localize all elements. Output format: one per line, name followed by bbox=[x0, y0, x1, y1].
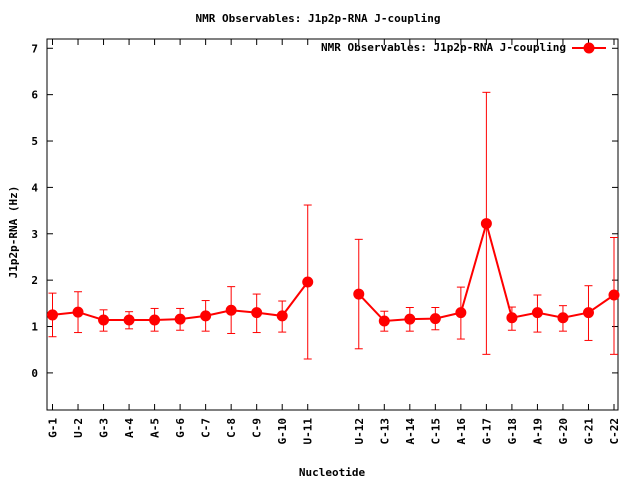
y-axis-label: J1p2p-RNA (Hz) bbox=[7, 186, 20, 279]
y-tick-label: 2 bbox=[31, 274, 38, 287]
x-tick-label: A-14 bbox=[404, 418, 417, 445]
x-tick-label: A-5 bbox=[149, 418, 162, 438]
x-tick-label: A-4 bbox=[123, 418, 136, 438]
data-point bbox=[149, 314, 161, 326]
x-tick-label: A-16 bbox=[455, 418, 468, 445]
plot-frame bbox=[46, 38, 619, 411]
x-tick-label: G-10 bbox=[276, 418, 289, 445]
series-layer bbox=[47, 91, 620, 360]
x-tick-label: G-21 bbox=[582, 418, 595, 445]
x-tick-label: G-3 bbox=[98, 418, 111, 438]
x-axis: G-1 U-2 G-3 A-4 A-5 G-6 C-7 C-8 C-9 G-10 U-11 U-12 C… bbox=[47, 39, 621, 445]
x-tick-label: C-9 bbox=[251, 418, 264, 438]
data-point bbox=[531, 307, 543, 319]
x-tick-label: C-22 bbox=[608, 418, 621, 445]
data-point bbox=[302, 276, 314, 288]
y-tick-label: 5 bbox=[31, 135, 38, 148]
x-tick-label: C-7 bbox=[200, 418, 213, 438]
x-tick-label: U-11 bbox=[302, 418, 315, 445]
data-point bbox=[557, 312, 569, 324]
y-tick-label: 3 bbox=[31, 228, 38, 241]
x-tick-label: C-15 bbox=[429, 418, 442, 445]
legend: NMR Observables: J1p2p-RNA J-coupling bbox=[321, 41, 606, 54]
y-tick-label: 6 bbox=[31, 89, 38, 102]
data-point bbox=[455, 307, 467, 319]
data-point bbox=[608, 289, 620, 301]
x-tick-label: A-19 bbox=[531, 418, 544, 445]
x-tick-label: G-1 bbox=[47, 418, 60, 438]
data-point bbox=[47, 309, 58, 321]
data-point bbox=[506, 312, 518, 324]
data-point bbox=[200, 310, 212, 322]
data-point bbox=[429, 313, 441, 325]
y-tick-label: 7 bbox=[31, 42, 38, 55]
data-point bbox=[378, 315, 390, 327]
x-tick-label: G-20 bbox=[557, 418, 570, 445]
x-tick-label: G-17 bbox=[480, 418, 493, 445]
legend-label: NMR Observables: J1p2p-RNA J-coupling bbox=[321, 41, 566, 54]
x-tick-label: U-2 bbox=[72, 418, 85, 438]
x-axis-label: Nucleotide bbox=[299, 466, 366, 479]
data-point bbox=[404, 313, 416, 325]
data-point bbox=[98, 314, 110, 326]
data-point bbox=[276, 310, 288, 322]
data-point bbox=[123, 314, 135, 326]
legend-marker-swatch bbox=[583, 42, 595, 54]
y-tick-label: 4 bbox=[31, 181, 38, 194]
data-point bbox=[174, 313, 186, 325]
data-point bbox=[72, 306, 84, 318]
data-point bbox=[480, 218, 492, 230]
y-axis: 0 1 2 3 4 5 6 7 bbox=[31, 42, 618, 380]
x-tick-label: C-8 bbox=[225, 418, 238, 438]
data-point bbox=[251, 307, 263, 319]
x-tick-label: G-6 bbox=[174, 418, 187, 438]
chart-title: NMR Observables: J1p2p-RNA J-coupling bbox=[195, 12, 440, 25]
x-tick-label: C-13 bbox=[378, 418, 391, 445]
x-tick-label: G-18 bbox=[506, 418, 519, 445]
y-tick-label: 0 bbox=[31, 367, 38, 380]
data-point bbox=[353, 288, 365, 300]
x-tick-label: U-12 bbox=[353, 418, 366, 445]
data-point bbox=[582, 307, 594, 319]
y-tick-label: 1 bbox=[31, 321, 38, 334]
data-point bbox=[225, 304, 237, 316]
